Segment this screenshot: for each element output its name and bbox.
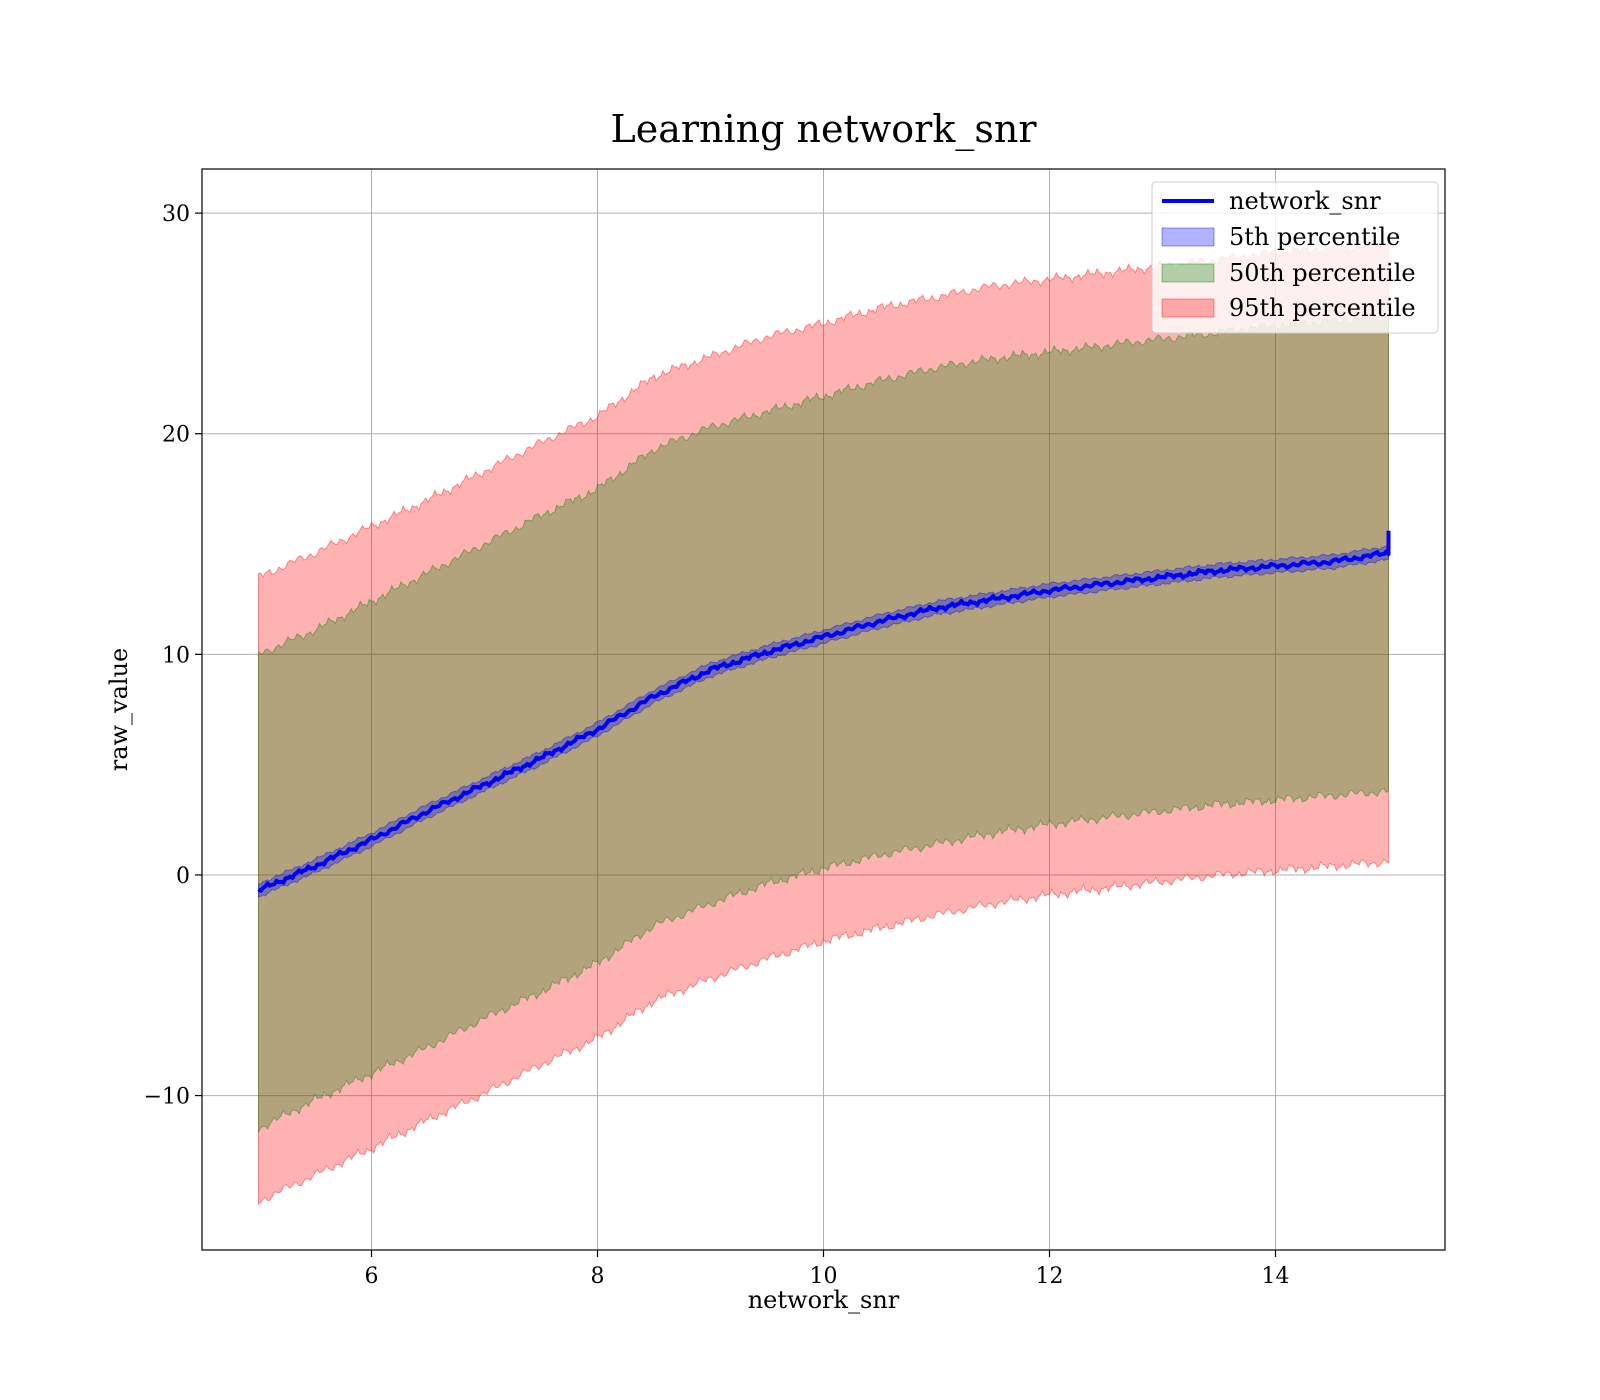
- y-axis-title: raw_value: [105, 648, 133, 772]
- percentile-bands: [258, 240, 1389, 1206]
- x-tick-label: 14: [1262, 1264, 1290, 1289]
- y-tick-label: 30: [162, 202, 190, 227]
- series-line-network-snr: [257, 530, 1391, 893]
- chart-title: Learning network_snr: [610, 107, 1037, 152]
- legend-swatch-5th-percentile: [1161, 227, 1215, 247]
- legend-label-5th-percentile: 5th percentile: [1229, 223, 1400, 251]
- y-tick-label: −10: [144, 1085, 190, 1110]
- series-lines: [257, 530, 1391, 893]
- y-tick-label: 10: [162, 643, 190, 668]
- x-tick-label: 10: [810, 1264, 838, 1289]
- legend-label-95th-percentile: 95th percentile: [1229, 294, 1416, 322]
- legend-swatch-95th-percentile: [1161, 298, 1215, 318]
- legend-label-50th-percentile: 50th percentile: [1229, 259, 1416, 287]
- x-axis-title: network_snr: [748, 1286, 900, 1314]
- x-tick-label: 12: [1036, 1264, 1064, 1289]
- legend-label-network-snr: network_snr: [1229, 187, 1381, 215]
- y-tick-label: 0: [176, 864, 190, 889]
- band-95th-percentile: [258, 240, 1389, 1206]
- y-tick-label: 20: [162, 423, 190, 448]
- legend-swatch-50th-percentile: [1161, 263, 1215, 283]
- x-tick-label: 8: [591, 1264, 605, 1289]
- legend-box: [1151, 181, 1439, 334]
- legend: network_snr 5th percentile 50th percentile…: [1151, 181, 1439, 334]
- x-tick-label: 6: [365, 1264, 379, 1289]
- axis-ticks: 6 8 10 12 14 −10 0 10 20 30: [144, 202, 1290, 1289]
- band-5th-percentile: [258, 545, 1389, 898]
- band-50th-percentile: [258, 313, 1389, 1133]
